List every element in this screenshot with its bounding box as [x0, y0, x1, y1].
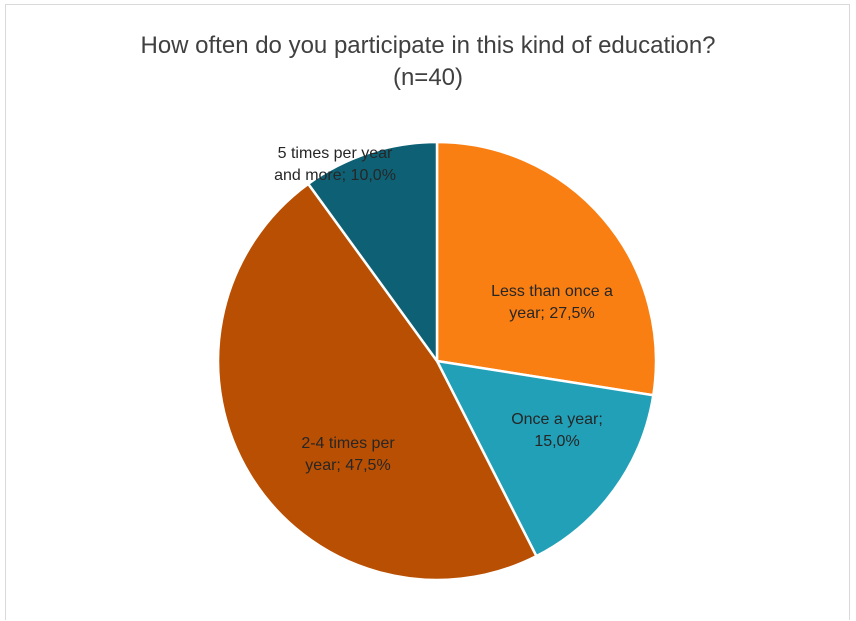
- pie-slice-label-line: 5 times per year: [278, 145, 393, 162]
- pie-slice-0: [435, 140, 658, 397]
- pie-slice-label-line: Once a year;: [511, 411, 603, 428]
- pie-slice-label-line: Less than once a: [491, 283, 613, 300]
- pie-slice-2: [216, 182, 538, 582]
- chart-subtitle: (n=40): [392, 64, 464, 91]
- pie-slice-3: [307, 140, 439, 363]
- pie-slice-label-line: year; 27,5%: [509, 305, 594, 322]
- pie-slice-label-3: 5 times per year and more; 10,0%: [274, 145, 396, 184]
- chart-title-block: How often do you participate in this kin…: [0, 30, 856, 94]
- pie-slice-label-2: 2-4 times per year; 47,5%: [301, 435, 395, 474]
- pie-slice-label-line: year; 47,5%: [305, 457, 390, 474]
- chart-title: How often do you participate in this kin…: [140, 32, 716, 59]
- pie-slice-1: [435, 359, 655, 558]
- pie-slice-label-0: Less than once a year; 27,5%: [491, 283, 613, 322]
- pie-slice-label-line: and more; 10,0%: [274, 167, 396, 184]
- pie-slice-label-line: 2-4 times per: [301, 435, 395, 452]
- pie-slice-label-1: Once a year; 15,0%: [511, 411, 603, 450]
- pie-slice-label-line: 15,0%: [534, 433, 579, 450]
